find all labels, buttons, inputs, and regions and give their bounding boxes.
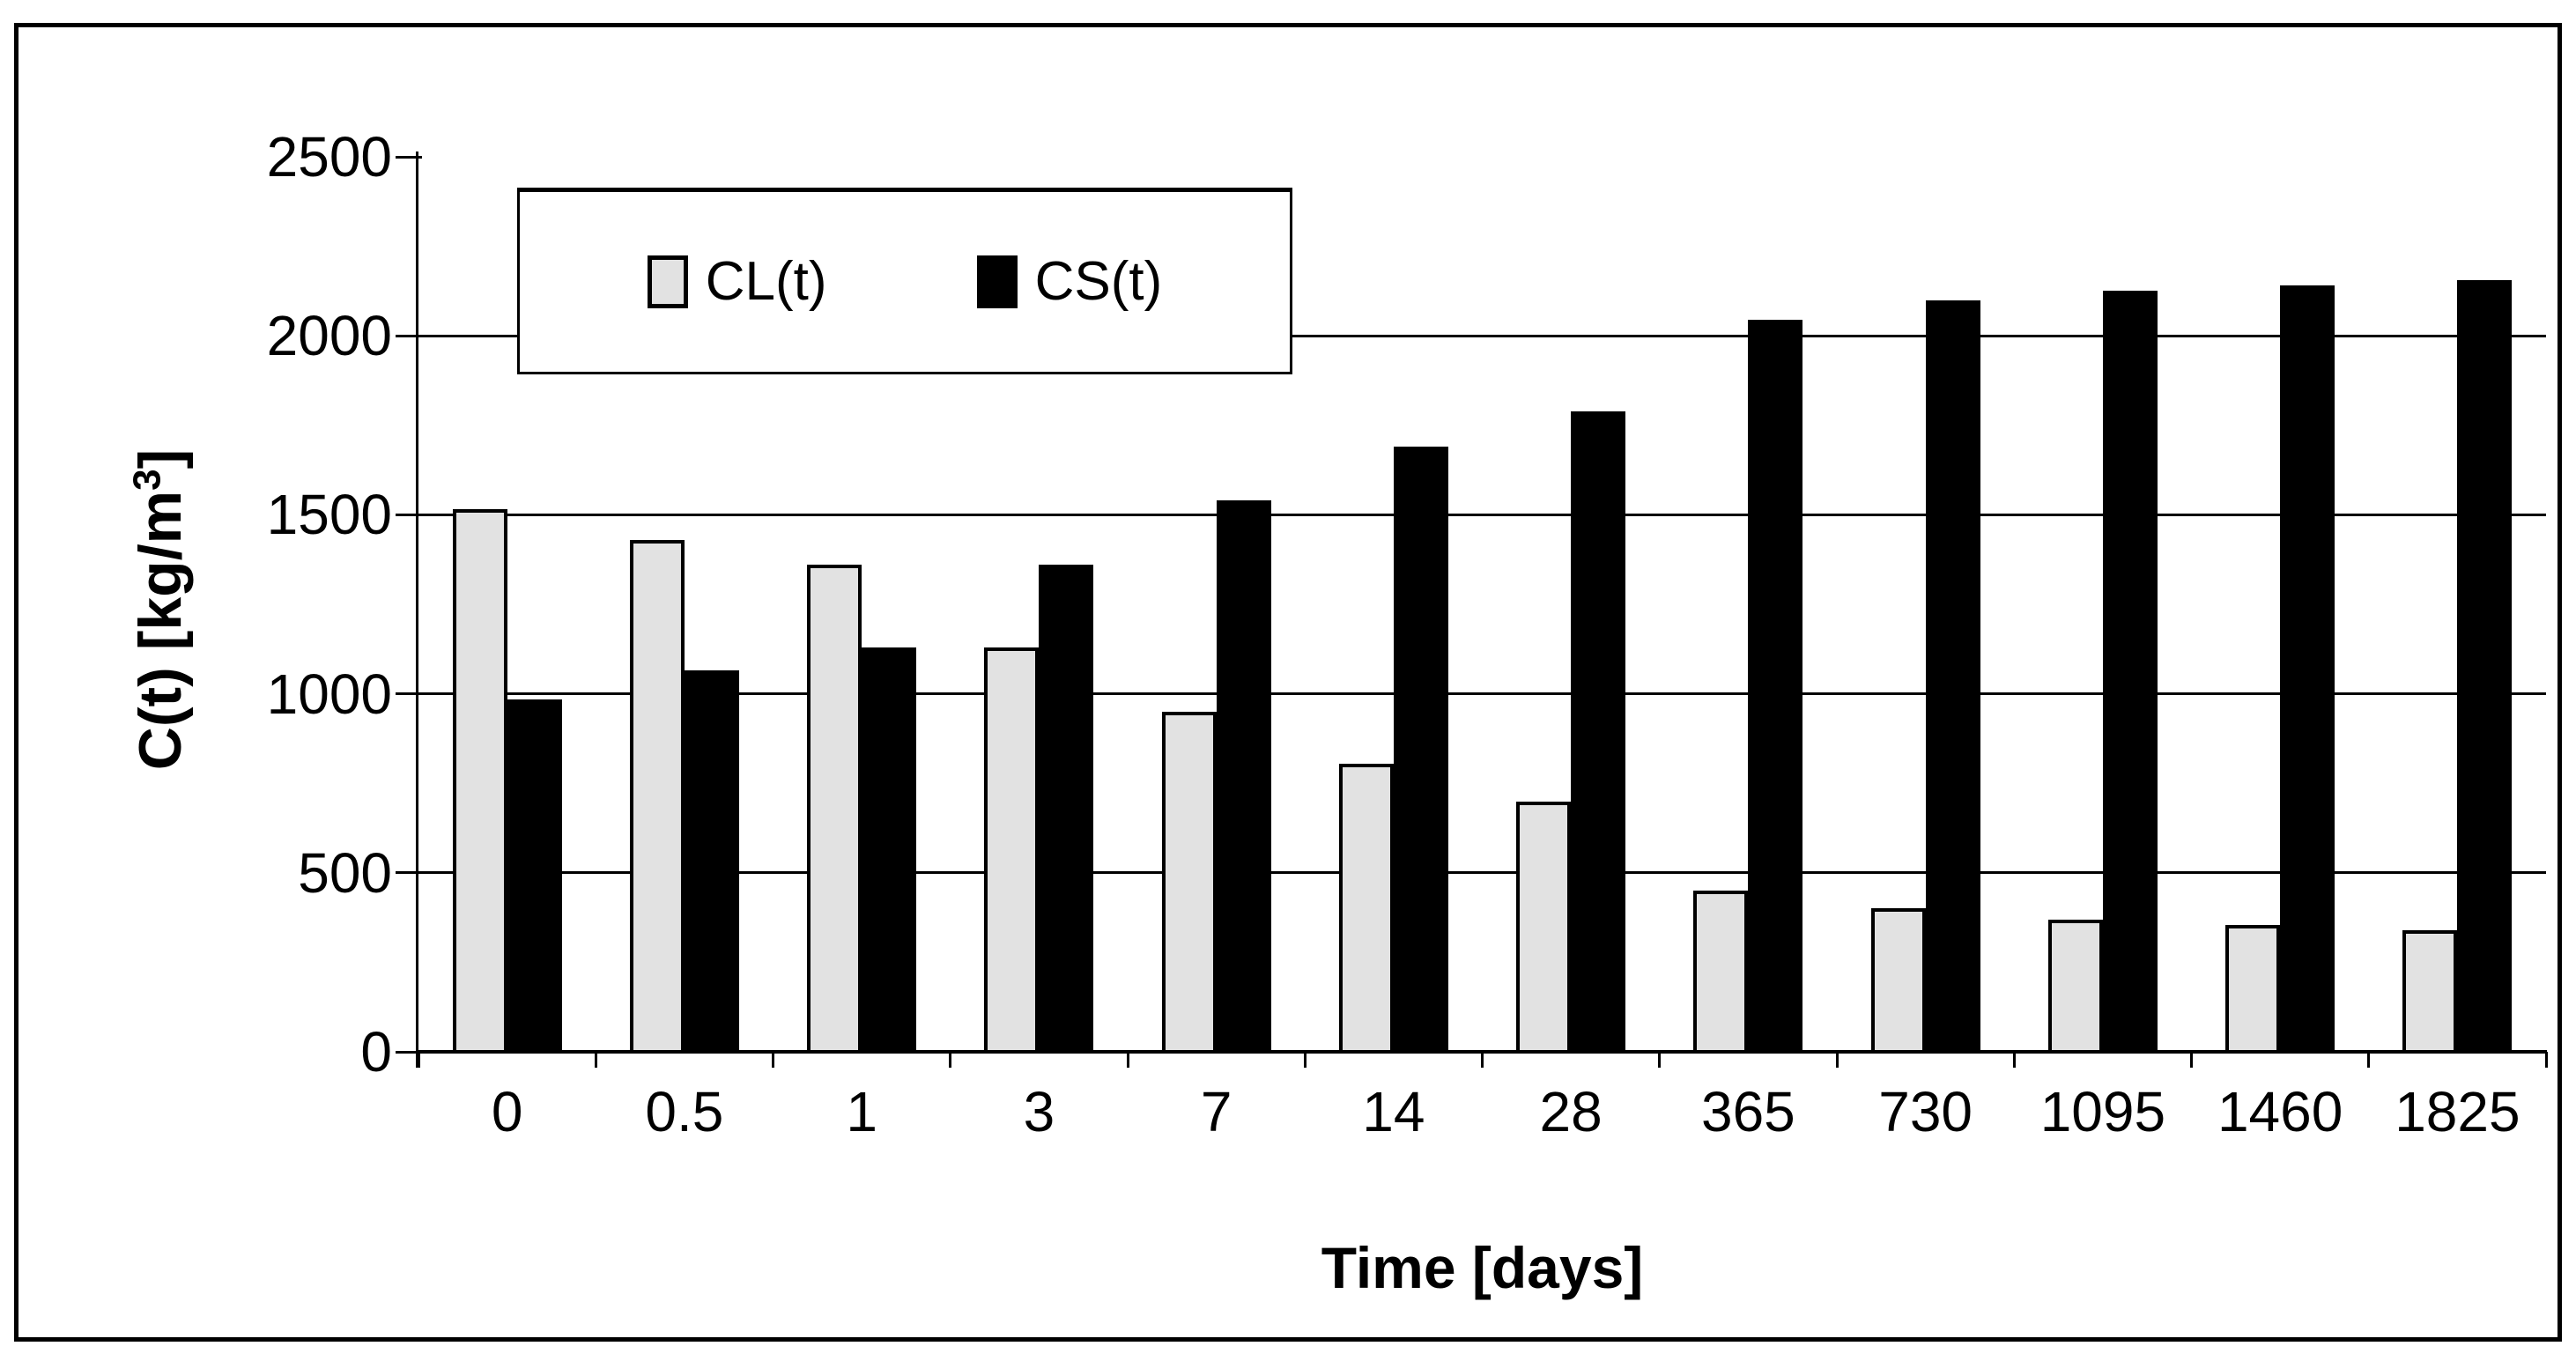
x-tick-label: 3 xyxy=(1023,1080,1055,1143)
x-tick xyxy=(594,1052,597,1068)
y-tick-1000 xyxy=(396,692,422,696)
legend-label-cs: CS(t) xyxy=(1034,251,1163,312)
bar-cs-730 xyxy=(1925,300,1980,1052)
legend-swatch-cl-icon xyxy=(647,255,688,308)
bar-cl-730 xyxy=(1870,908,1926,1052)
y-tick-label: 0 xyxy=(360,1020,392,1084)
y-axis-title-suffix: ] xyxy=(127,448,194,470)
bar-cl-1 xyxy=(807,565,862,1052)
category-cell-1 xyxy=(774,157,951,1052)
gridline-1500 xyxy=(418,513,2546,516)
gridline-500 xyxy=(418,871,2546,875)
figure-border xyxy=(14,23,2562,1342)
x-tick-label: 28 xyxy=(1539,1080,1603,1143)
x-axis-title: Time [days] xyxy=(1321,1235,1644,1300)
category-cell-28 xyxy=(1483,157,1660,1052)
bar-cs-365 xyxy=(1748,319,1803,1052)
bar-cl-1825 xyxy=(2402,929,2458,1052)
bar-cs-0 xyxy=(507,699,562,1052)
legend-label-cl: CL(t) xyxy=(705,251,827,312)
y-tick-label: 500 xyxy=(298,840,392,905)
x-tick xyxy=(772,1052,774,1068)
x-tick-label: 1095 xyxy=(2039,1080,2166,1143)
x-tick xyxy=(2012,1052,2016,1068)
category-cell-3 xyxy=(951,157,1128,1052)
legend-item-cs: CS(t) xyxy=(976,251,1163,312)
x-tick-label: 730 xyxy=(1878,1080,1973,1143)
bar-cl-1095 xyxy=(2047,919,2103,1052)
category-cell-0 xyxy=(418,157,596,1052)
plot-area xyxy=(418,157,2546,1052)
x-tick-label: 0 xyxy=(491,1080,523,1143)
x-tick xyxy=(2190,1052,2193,1068)
x-tick xyxy=(1126,1052,1129,1068)
x-tick-label: 7 xyxy=(1200,1080,1232,1143)
bar-cl-14 xyxy=(1338,763,1394,1052)
bar-cs-14 xyxy=(1393,447,1448,1052)
bar-cs-3 xyxy=(1039,565,1094,1052)
y-axis-title: C(t) [kg/m3] xyxy=(125,231,194,988)
y-tick-1500 xyxy=(396,513,422,516)
bar-cl-0 xyxy=(452,509,507,1052)
x-tick xyxy=(1481,1052,1484,1068)
category-cell-1460 xyxy=(2192,157,2369,1052)
bar-cl-365 xyxy=(1693,891,1749,1052)
x-tick xyxy=(2367,1052,2371,1068)
x-tick-label: 365 xyxy=(1700,1080,1795,1143)
bar-cs-1 xyxy=(862,647,917,1052)
bar-cs-1460 xyxy=(2280,285,2335,1052)
x-tick xyxy=(949,1052,952,1068)
bar-cl-28 xyxy=(1516,801,1572,1052)
bar-cl-7 xyxy=(1161,711,1217,1052)
y-tick-500 xyxy=(396,871,422,875)
gridline-2000 xyxy=(418,334,2546,337)
x-tick xyxy=(1303,1052,1307,1068)
y-axis-title-superscript: 3 xyxy=(125,469,169,491)
y-tick-label: 2500 xyxy=(266,125,392,189)
gridline-1000 xyxy=(418,692,2546,696)
legend: CL(t) CS(t) xyxy=(517,188,1292,374)
x-tick-label: 1460 xyxy=(2217,1080,2343,1143)
bar-cs-28 xyxy=(1571,411,1626,1052)
y-axis-title-text: C(t) [kg/m xyxy=(127,490,194,771)
legend-swatch-cs-icon xyxy=(976,255,1018,308)
category-cell-7 xyxy=(1128,157,1305,1052)
y-tick-2500 xyxy=(396,155,422,159)
y-axis-line xyxy=(416,152,418,1068)
bar-cl-1460 xyxy=(2225,924,2281,1052)
category-cell-0.5 xyxy=(596,157,773,1052)
bar-cl-0.5 xyxy=(629,539,685,1052)
category-cell-365 xyxy=(1660,157,1837,1052)
y-tick-label: 1000 xyxy=(266,662,392,726)
category-cell-730 xyxy=(1837,157,2014,1052)
y-tick-2000 xyxy=(396,334,422,337)
bar-cl-3 xyxy=(984,647,1040,1052)
x-tick-label: 1 xyxy=(846,1080,877,1143)
bar-cs-1095 xyxy=(2102,291,2158,1052)
x-tick xyxy=(2544,1052,2548,1068)
y-tick-label: 2000 xyxy=(266,304,392,368)
category-cell-1095 xyxy=(2014,157,2191,1052)
y-tick-label: 1500 xyxy=(266,483,392,547)
bar-cs-1825 xyxy=(2457,280,2513,1052)
x-axis-line xyxy=(417,1050,2547,1054)
x-tick xyxy=(417,1052,420,1068)
legend-item-cl: CL(t) xyxy=(647,251,827,312)
y-tick-0 xyxy=(396,1050,422,1054)
x-tick xyxy=(1658,1052,1662,1068)
category-cell-14 xyxy=(1305,157,1482,1052)
x-tick-label: 14 xyxy=(1362,1080,1425,1143)
category-cell-1825 xyxy=(2369,157,2546,1052)
bar-cs-0.5 xyxy=(684,670,739,1052)
bar-cs-7 xyxy=(1216,500,1271,1052)
x-tick-label: 1825 xyxy=(2395,1080,2520,1143)
x-tick xyxy=(1835,1052,1839,1068)
x-tick-label: 0.5 xyxy=(645,1080,724,1143)
